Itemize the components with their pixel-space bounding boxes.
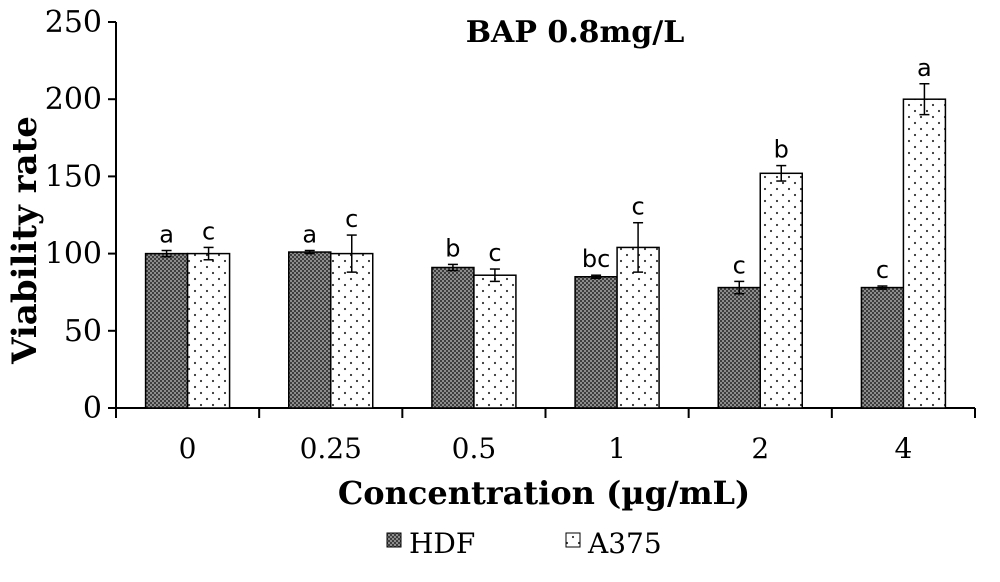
bar-a375 — [616, 246, 660, 409]
y-axis-title: Viability rate — [5, 116, 45, 365]
legend-swatch-a375 — [565, 532, 581, 548]
bar-hdf — [288, 251, 332, 409]
legend-label-hdf: HDF — [409, 527, 475, 560]
bar-a375 — [330, 252, 374, 409]
x-tick-label: 1 — [608, 432, 626, 465]
x-tick-label: 0 — [179, 432, 197, 465]
significance-label-a375: c — [631, 193, 644, 221]
chart-title: BAP 0.8mg/L — [466, 15, 685, 50]
legend: HDF A375 — [386, 527, 662, 560]
y-tick-label: 100 — [45, 237, 102, 272]
significance-label-hdf: a — [302, 221, 317, 249]
y-tick-label: 250 — [45, 5, 102, 40]
significance-label-a375: a — [917, 54, 932, 82]
x-axis-title: Concentration (µg/mL) — [338, 474, 750, 512]
y-tick-label: 0 — [83, 391, 102, 426]
significance-label-hdf: b — [445, 234, 460, 262]
significance-label-a375: c — [345, 205, 358, 233]
significance-label-hdf: c — [733, 251, 746, 279]
bar-hdf — [431, 266, 475, 409]
x-tick-label: 0.5 — [452, 432, 497, 465]
y-tick-label: 150 — [45, 159, 102, 194]
bar-a375 — [759, 172, 803, 409]
y-tick-label: 50 — [64, 314, 102, 349]
x-tick-label: 4 — [895, 432, 913, 465]
bar-hdf — [717, 286, 761, 409]
legend-label-a375: A375 — [587, 527, 662, 560]
significance-label-a375: c — [202, 217, 215, 245]
bar-a375 — [902, 98, 947, 409]
x-axis: 0 0.25 0.5 1 2 4 — [115, 407, 976, 465]
bar-hdf — [144, 252, 189, 409]
bar-a375 — [473, 274, 517, 409]
significance-label-hdf: c — [876, 256, 889, 284]
x-tick-label: 0.25 — [300, 432, 362, 465]
bar-hdf — [574, 276, 618, 409]
bar-hdf — [860, 286, 905, 409]
significance-label-hdf: a — [159, 221, 174, 249]
significance-label-a375: c — [488, 239, 501, 267]
y-axis: 0 50 100 150 200 250 — [45, 5, 117, 426]
bar-a375 — [186, 252, 231, 409]
significance-label-hdf: bc — [582, 245, 610, 273]
legend-swatch-hdf — [386, 532, 402, 548]
x-tick-label: 2 — [751, 432, 769, 465]
significance-label-a375: b — [774, 136, 789, 164]
y-tick-label: 200 — [45, 82, 102, 117]
